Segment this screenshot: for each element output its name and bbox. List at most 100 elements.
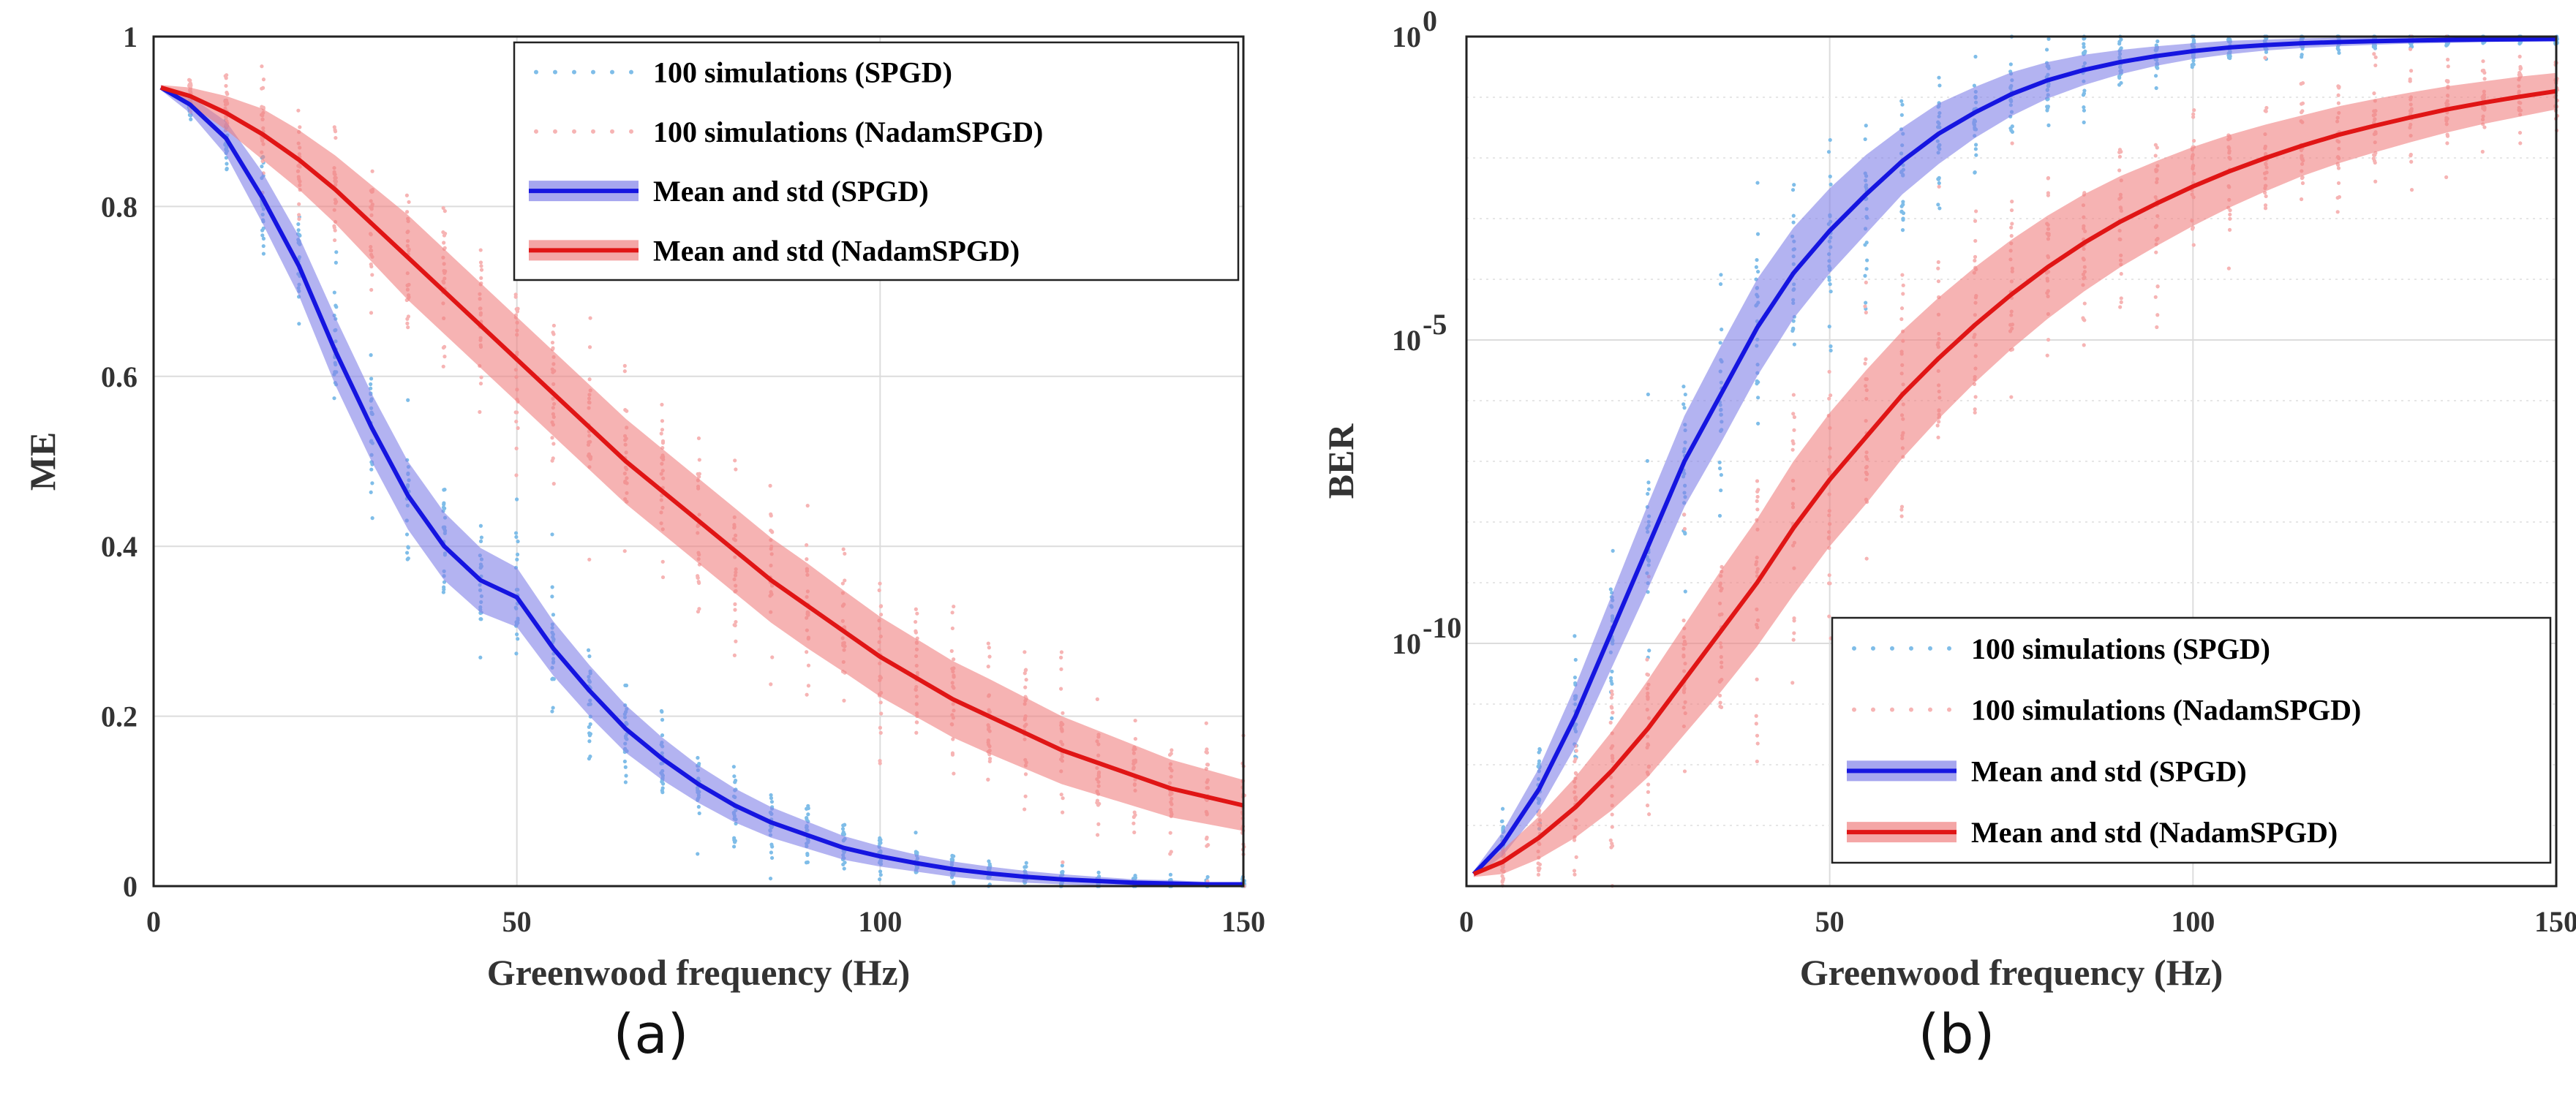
simulation-point — [1573, 657, 1578, 662]
simulation-point — [1499, 819, 1504, 824]
simulation-point — [1864, 267, 1869, 271]
simulation-point — [587, 345, 592, 349]
simulation-point — [1973, 258, 1977, 262]
simulation-point — [1755, 257, 1759, 262]
simulation-point — [1132, 830, 1137, 835]
simulation-point — [2155, 66, 2160, 70]
simulation-point — [805, 650, 809, 654]
y-tick-label: 10 — [1392, 20, 1421, 53]
y-tick-label: 0.2 — [101, 700, 138, 733]
simulation-point — [260, 233, 265, 238]
simulation-point — [479, 264, 483, 268]
simulation-point — [1682, 526, 1687, 531]
simulation-point — [1755, 494, 1760, 499]
simulation-point — [369, 264, 374, 269]
simulation-point — [2191, 62, 2196, 67]
simulation-point — [1024, 678, 1028, 682]
simulation-point — [696, 852, 700, 856]
simulation-point — [878, 700, 883, 705]
simulation-point — [369, 490, 373, 494]
simulation-point — [2408, 47, 2413, 51]
simulation-point — [1133, 874, 1137, 878]
simulation-point — [734, 619, 738, 624]
legend-swatch-dots — [610, 69, 614, 75]
simulation-point — [2445, 141, 2449, 145]
simulation-point — [261, 252, 266, 256]
simulation-point — [1608, 587, 1613, 591]
simulation-point — [1023, 794, 1028, 798]
simulation-point — [842, 866, 846, 871]
simulation-point — [805, 504, 810, 508]
simulation-point — [1717, 466, 1722, 471]
simulation-point — [441, 345, 445, 350]
simulation-point — [1791, 326, 1796, 330]
legend-swatch-dots — [1947, 646, 1951, 651]
simulation-point — [516, 539, 520, 544]
simulation-point — [1646, 480, 1651, 485]
legend-swatch-dots — [610, 129, 614, 134]
simulation-point — [878, 725, 882, 730]
simulation-point — [1681, 385, 1686, 389]
simulation-point — [1937, 75, 1941, 80]
simulation-point — [914, 629, 918, 633]
simulation-point — [1756, 269, 1760, 274]
simulation-point — [950, 752, 955, 757]
simulation-point — [879, 711, 884, 716]
simulation-point — [1168, 872, 1173, 877]
legend-swatch-dots — [572, 129, 576, 134]
simulation-point — [1609, 695, 1613, 700]
simulation-point — [261, 226, 265, 230]
simulation-point — [514, 497, 519, 502]
simulation-point — [805, 852, 810, 858]
simulation-point — [1974, 153, 1978, 157]
simulation-point — [1682, 769, 1687, 774]
x-tick-labels-a: 0 50 100 150 — [146, 905, 1265, 938]
simulation-point — [696, 436, 701, 441]
simulation-point — [1829, 290, 1833, 294]
simulation-point — [297, 216, 301, 222]
mean-line-nadamspgd — [1472, 88, 2557, 877]
simulation-point — [841, 862, 846, 867]
simulation-point — [1974, 209, 1978, 213]
simulation-point — [334, 135, 338, 140]
simulation-point — [1936, 266, 1940, 271]
simulation-point — [987, 759, 992, 763]
legend-label-sim-nadam-b: 100 simulations (NadamSPGD) — [1971, 694, 2361, 727]
x-tick-label: 100 — [858, 905, 902, 938]
simulation-point — [2373, 55, 2378, 59]
legend-swatch-dots — [534, 129, 538, 134]
simulation-point — [949, 649, 954, 654]
simulation-point — [2373, 179, 2378, 184]
simulation-point — [660, 441, 666, 445]
simulation-point — [623, 780, 628, 784]
simulation-point — [406, 545, 410, 549]
simulation-point — [622, 363, 627, 368]
simulation-point — [441, 590, 445, 594]
simulation-point — [332, 125, 336, 129]
legend-label-sim-spgd-b: 100 simulations (SPGD) — [1971, 632, 2270, 665]
simulation-point — [733, 602, 737, 606]
simulation-point — [1681, 402, 1686, 407]
simulation-point — [514, 473, 519, 477]
simulation-point — [1827, 396, 1831, 401]
simulation-point — [696, 575, 700, 580]
plot-frame-b — [1465, 35, 2558, 888]
simulation-point — [332, 225, 336, 230]
simulation-point — [1611, 548, 1615, 553]
legend-symbols-b — [1847, 646, 1957, 843]
simulation-point — [587, 557, 592, 562]
simulation-point — [841, 547, 846, 551]
simulation-point — [1755, 507, 1760, 512]
simulation-point — [2446, 80, 2450, 84]
simulation-point — [2117, 42, 2122, 46]
simulation-point — [1023, 650, 1027, 654]
simulation-point — [514, 446, 519, 450]
simulation-point — [734, 467, 738, 472]
simulation-point — [2155, 325, 2159, 330]
simulation-point — [296, 222, 301, 227]
simulation-point — [1829, 182, 1833, 186]
simulation-point — [2082, 343, 2086, 347]
y-tick-labels-a: 0 0.2 0.4 0.6 0.8 1 — [101, 20, 138, 903]
legend-swatch-dots — [629, 69, 633, 75]
simulation-point — [805, 860, 810, 864]
